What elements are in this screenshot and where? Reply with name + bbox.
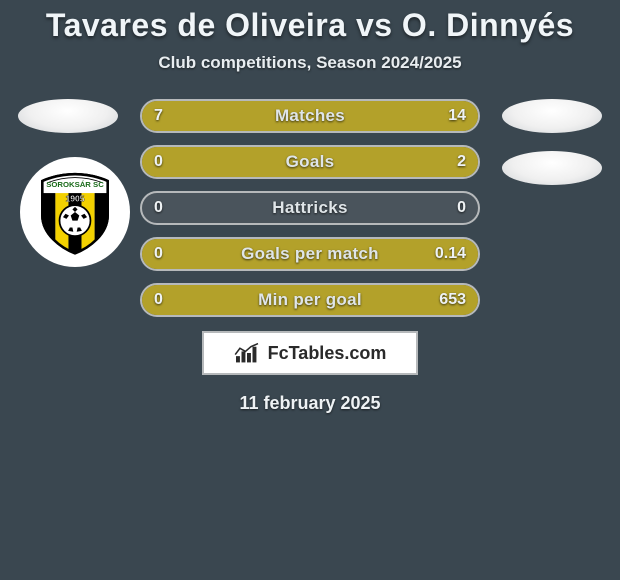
badge-year: 1905 [65, 194, 84, 204]
brand-text: FcTables.com [268, 343, 387, 364]
stat-value-left: 0 [154, 239, 163, 269]
stat-value-left: 7 [154, 101, 163, 131]
badge-club-name: SOROKSÁR SC [46, 180, 104, 189]
avatar-placeholder-left [18, 99, 118, 133]
subtitle: Club competitions, Season 2024/2025 [10, 53, 610, 73]
stat-bar: Goals per match0 0.14 [140, 237, 480, 271]
date-text: 11 february 2025 [20, 393, 600, 414]
stat-label: Goals per match [142, 239, 478, 269]
stat-bar: Hattricks0 0 [140, 191, 480, 225]
page-title: Tavares de Oliveira vs O. Dinnyés [10, 8, 610, 43]
stat-value-right: 0.14 [435, 239, 466, 269]
brand-box: FcTables.com [202, 331, 418, 375]
club-badge-icon: SOROKSÁR SC 1905 [32, 169, 118, 255]
stat-label: Hattricks [142, 193, 478, 223]
stat-label: Min per goal [142, 285, 478, 315]
stat-bar: Min per goal0 653 [140, 283, 480, 317]
stat-value-left: 0 [154, 193, 163, 223]
stat-label: Matches [142, 101, 478, 131]
avatar-placeholder-right-1 [502, 99, 602, 133]
stat-bar: Goals0 2 [140, 145, 480, 179]
stat-value-right: 653 [439, 285, 466, 315]
stat-bar: Matches7 14 [140, 99, 480, 133]
stat-value-left: 0 [154, 147, 163, 177]
stat-value-right: 14 [448, 101, 466, 131]
club-badge: SOROKSÁR SC 1905 [20, 157, 130, 267]
stat-label: Goals [142, 147, 478, 177]
stat-value-right: 0 [457, 193, 466, 223]
avatar-placeholder-right-2 [502, 151, 602, 185]
stat-value-right: 2 [457, 147, 466, 177]
brand-chart-icon [234, 342, 260, 364]
stat-value-left: 0 [154, 285, 163, 315]
